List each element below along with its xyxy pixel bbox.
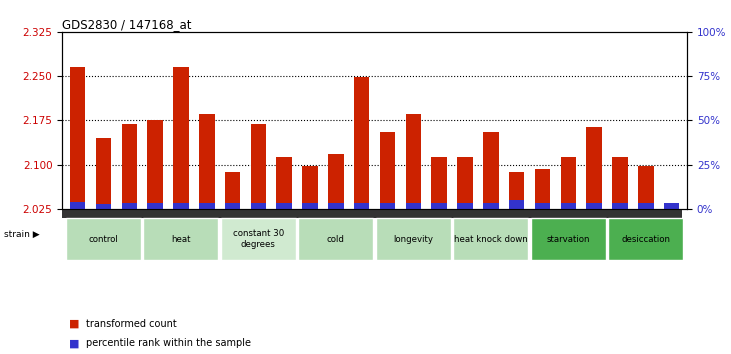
Bar — [354, 77, 369, 209]
Bar — [380, 203, 395, 209]
Bar — [613, 157, 628, 209]
Text: constant 30
degrees: constant 30 degrees — [232, 229, 284, 249]
Bar — [586, 203, 602, 209]
Bar — [406, 203, 421, 209]
Text: heat: heat — [171, 235, 191, 244]
Bar — [638, 166, 654, 209]
Bar — [303, 203, 318, 209]
Bar — [380, 132, 395, 209]
Bar — [613, 203, 628, 209]
Bar — [199, 114, 214, 209]
Bar — [664, 203, 679, 209]
Bar — [251, 125, 266, 209]
Bar — [276, 203, 292, 209]
Bar — [251, 203, 266, 209]
Text: cold: cold — [327, 235, 345, 244]
Text: GDS2830 / 147168_at: GDS2830 / 147168_at — [62, 18, 192, 31]
Text: control: control — [88, 235, 118, 244]
Bar — [62, 209, 682, 218]
Bar — [148, 120, 163, 209]
Bar — [586, 127, 602, 209]
Text: strain ▶: strain ▶ — [4, 230, 39, 239]
Bar — [70, 202, 86, 209]
Text: ■: ■ — [69, 338, 80, 348]
Bar — [221, 218, 296, 260]
Text: starvation: starvation — [547, 235, 590, 244]
Bar — [531, 218, 606, 260]
Bar — [509, 172, 524, 209]
Bar — [121, 203, 137, 209]
Text: ■: ■ — [69, 319, 80, 329]
Bar — [535, 203, 550, 209]
Bar — [298, 218, 374, 260]
Bar — [328, 203, 344, 209]
Bar — [70, 67, 86, 209]
Bar — [96, 138, 111, 209]
Bar — [143, 218, 219, 260]
Bar — [561, 157, 576, 209]
Bar — [483, 132, 499, 209]
Bar — [509, 200, 524, 209]
Bar — [225, 203, 240, 209]
Bar — [148, 203, 163, 209]
Bar — [199, 203, 214, 209]
Bar — [406, 114, 421, 209]
Bar — [638, 203, 654, 209]
Bar — [458, 203, 473, 209]
Bar — [376, 218, 451, 260]
Bar — [664, 203, 679, 209]
Bar — [173, 67, 189, 209]
Text: longevity: longevity — [393, 235, 433, 244]
Text: transformed count: transformed count — [86, 319, 176, 329]
Bar — [458, 157, 473, 209]
Bar — [121, 125, 137, 209]
Bar — [303, 166, 318, 209]
Text: heat knock down: heat knock down — [454, 235, 528, 244]
Bar — [535, 169, 550, 209]
Bar — [453, 218, 529, 260]
Bar — [431, 203, 447, 209]
Bar — [276, 157, 292, 209]
Bar — [483, 203, 499, 209]
Bar — [431, 157, 447, 209]
Bar — [328, 154, 344, 209]
Bar — [173, 203, 189, 209]
Text: desiccation: desiccation — [621, 235, 670, 244]
Bar — [225, 172, 240, 209]
Bar — [354, 203, 369, 209]
Text: percentile rank within the sample: percentile rank within the sample — [86, 338, 251, 348]
Bar — [608, 218, 683, 260]
Bar — [561, 203, 576, 209]
Bar — [96, 204, 111, 209]
Bar — [66, 218, 141, 260]
